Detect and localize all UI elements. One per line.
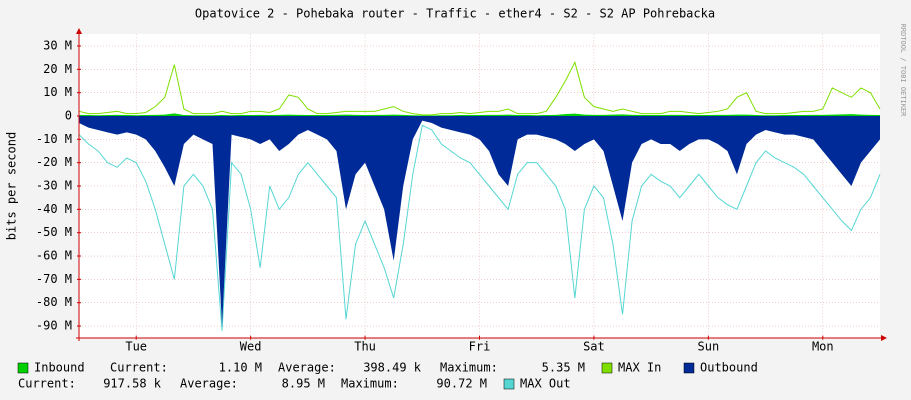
x-tick-label: Sun: [698, 340, 720, 354]
y-tick-label: -60 M: [36, 249, 72, 263]
x-tick-label: Wed: [240, 340, 262, 354]
x-tick-label: Thu: [354, 340, 376, 354]
legend-swatch: [683, 362, 695, 374]
y-tick-label: -50 M: [36, 225, 72, 239]
line-series: [78, 60, 881, 116]
stat-label: Current:: [110, 361, 168, 375]
stat-value: 90.72 M: [436, 377, 487, 391]
stat-value: 398.49 k: [363, 361, 422, 375]
y-tick-label: 20 M: [43, 62, 72, 76]
stat-label: Average:: [278, 361, 336, 375]
stat-label: Average:: [180, 377, 238, 391]
area-series: [79, 113, 880, 116]
x-tick-label: Sat: [583, 340, 605, 354]
legend-swatch: [17, 362, 29, 374]
stat-label: Current:: [18, 377, 76, 391]
y-tick-label: -30 M: [36, 179, 72, 193]
legend: Inbound Current: 1.10 M Average: 398.49 k Max…: [17, 361, 758, 391]
legend-label: MAX In: [618, 361, 661, 375]
legend-label: Outbound: [700, 361, 758, 375]
x-tick-label: Mon: [812, 340, 834, 354]
y-tick-label: -10 M: [36, 132, 72, 146]
x-axis-arrow: [881, 335, 887, 341]
stat-value: 917.58 k: [103, 377, 162, 391]
x-tick-label: Fri: [469, 340, 491, 354]
watermark: RRDTOOL / TOBI OETIKER: [899, 24, 907, 118]
y-axis-label: bits per second: [5, 132, 19, 240]
stat-value: 5.35 M: [542, 361, 585, 375]
y-tick-label: -80 M: [36, 295, 72, 309]
legend-label: MAX Out: [520, 377, 571, 391]
legend-swatch: [601, 362, 613, 374]
stat-label: Maximum:: [440, 361, 498, 375]
y-tick-label: -90 M: [36, 319, 72, 333]
y-tick-label: -40 M: [36, 202, 72, 216]
x-tick-label: Tue: [125, 340, 147, 354]
stat-label: Maximum:: [341, 377, 399, 391]
y-tick-label: -70 M: [36, 272, 72, 286]
y-axis-arrow: [76, 28, 82, 34]
legend-label: Inbound: [34, 361, 85, 375]
chart-title: Opatovice 2 - Pohebaka router - Traffic …: [195, 7, 715, 21]
y-tick-label: 0: [65, 108, 72, 122]
y-tick-label: 10 M: [43, 85, 72, 99]
y-tick-label: -20 M: [36, 155, 72, 169]
axes: [76, 28, 887, 341]
stat-value: 8.95 M: [282, 377, 325, 391]
y-tick-label: 30 M: [43, 38, 72, 52]
marks: [78, 60, 881, 331]
legend-swatch: [503, 378, 515, 390]
line-series: [78, 124, 881, 331]
stat-value: 1.10 M: [219, 361, 262, 375]
area-series: [79, 115, 880, 327]
